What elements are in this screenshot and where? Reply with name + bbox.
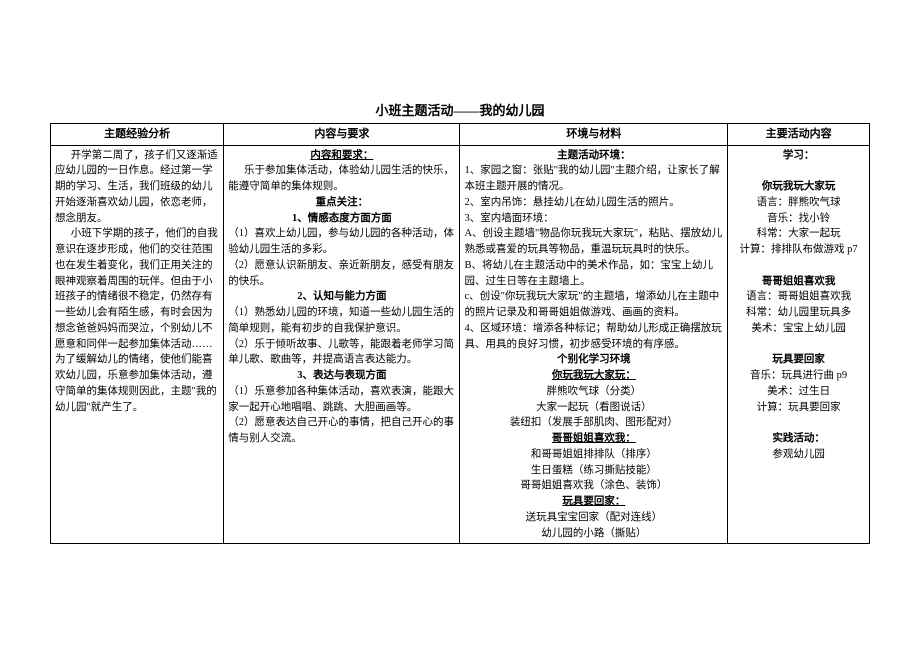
content-req: 乐于参加集体活动，体验幼儿园生活的快乐，能遵守简单的集体规则。 xyxy=(228,163,455,195)
env-g3-2: 幼儿园的小路（撕贴） xyxy=(464,526,723,542)
act-g1-title: 你玩我玩大家玩 xyxy=(732,179,865,195)
document-title: 小班主题活动——我的幼儿园 xyxy=(0,100,920,119)
content-head1: 内容和要求： xyxy=(228,148,455,164)
env-e3b: B、将幼儿在主题活动中的美术作品，如：宝宝上幼儿园、过生日等在主题墙上。 xyxy=(464,258,723,290)
env-g2-3: 哥哥姐姐喜欢我（涂色、装饰） xyxy=(464,478,723,494)
main-table: 主题经验分析 内容与要求 环境与材料 主要活动内容 开学第二周了，孩子们又逐渐适… xyxy=(50,123,870,544)
act-g1-3: 科常：大家一起玩 xyxy=(732,226,865,242)
content-head2: 重点关注： xyxy=(228,195,455,211)
cell-activities: 学习： 你玩我玩大家玩 语言：胖熊吹气球 音乐：找小铃 科常：大家一起玩 计算：… xyxy=(728,145,870,544)
header-col2: 内容与要求 xyxy=(224,124,460,146)
cell-environment: 主题活动环境： 1、家园之窗：张贴"我的幼儿园"主题介绍，让家长了解本班主题开展… xyxy=(460,145,728,544)
env-g2-2: 生日蛋糕（练习撕贴技能） xyxy=(464,463,723,479)
act-s2-1: 参观幼儿园 xyxy=(732,447,865,463)
env-g1-3: 装纽扣（发展手部肌肉、图形配对） xyxy=(464,415,723,431)
env-e3c: c、创设"你玩我玩大家玩"的主题墙，增添幼儿在主题中的照片记录及和哥哥姐姐做游戏… xyxy=(464,289,723,321)
content-s3-2: （2）愿意表达自己开心的事情，把自己开心的事情与别人交流。 xyxy=(228,415,455,447)
env-g2-1: 和哥哥姐姐排排队（排序） xyxy=(464,447,723,463)
act-g2-2: 科常：幼儿园里玩具多 xyxy=(732,305,865,321)
env-e4: 4、区域环境：增添各种标记；帮助幼儿形成正确摆放玩具、用具的良好习惯，初步感受环… xyxy=(464,321,723,353)
content-s1-title: 1、情感态度方面方面 xyxy=(228,211,455,227)
act-g3-2: 美术：过生日 xyxy=(732,384,865,400)
act-g1-1: 语言：胖熊吹气球 xyxy=(732,195,865,211)
content-s1-2: （2）愿意认识新朋友、亲近新朋友，感受有朋友的快乐。 xyxy=(228,258,455,290)
act-g1-2: 音乐：找小铃 xyxy=(732,211,865,227)
act-g1-4: 计算：排排队布做游戏 p7 xyxy=(732,242,865,258)
content-s3-1: （1）乐意参加各种集体活动，喜欢表演，能跟大家一起开心地唱唱、跳跳、大胆画画等。 xyxy=(228,384,455,416)
header-col3: 环境与材料 xyxy=(460,124,728,146)
analysis-p2: 小班下学期的孩子，他们的自我意识在逐步形成，他们的交往范围也在发生着变化，我们正… xyxy=(55,226,219,415)
act-s2-title: 实践活动： xyxy=(732,431,865,447)
env-head2: 个别化学习环境 xyxy=(464,352,723,368)
env-g1-title: 你玩我玩大家玩： xyxy=(464,368,723,384)
act-g2-1: 语言：哥哥姐姐喜欢我 xyxy=(732,289,865,305)
env-e1: 1、家园之窗：张贴"我的幼儿园"主题介绍，让家长了解本班主题开展的情况。 xyxy=(464,163,723,195)
env-e3: 3、室内墙面环境： xyxy=(464,211,723,227)
content-s1-1: （1）喜欢上幼儿园，参与幼儿园的各种活动，体验幼儿园生活的多彩。 xyxy=(228,226,455,258)
act-g3-title: 玩具要回家 xyxy=(732,352,865,368)
env-g3-title: 玩具要回家： xyxy=(464,494,723,510)
act-g3-3: 计算：玩具要回家 xyxy=(732,400,865,416)
content-s2-1: （1）熟悉幼儿园的环境，知道一些幼儿园生活的简单规则，能有初步的自我保护意识。 xyxy=(228,305,455,337)
content-s2-title: 2、认知与能力方面 xyxy=(228,289,455,305)
cell-analysis: 开学第二周了，孩子们又逐渐适应幼儿园的一日作息。经过第一学期的学习、生活，我们班… xyxy=(51,145,224,544)
header-col4: 主要活动内容 xyxy=(728,124,870,146)
content-s3-title: 3、表达与表现方面 xyxy=(228,368,455,384)
content-s2-2: （2）乐于倾听故事、儿歌等，能跟着老师学习简单儿歌、歌曲等，并提高语言表达能力。 xyxy=(228,337,455,369)
analysis-p1: 开学第二周了，孩子们又逐渐适应幼儿园的一日作息。经过第一学期的学习、生活，我们班… xyxy=(55,148,219,227)
act-g2-title: 哥哥姐姐喜欢我 xyxy=(732,274,865,290)
env-head1: 主题活动环境： xyxy=(464,148,723,164)
env-g1-1: 胖熊吹气球（分类） xyxy=(464,384,723,400)
env-e3a: A、创设主题墙"物品你玩我玩大家玩"，粘贴、摆放幼儿熟悉或喜爱的玩具等物品，重温… xyxy=(464,226,723,258)
act-s1-title: 学习： xyxy=(732,148,865,164)
cell-content: 内容和要求： 乐于参加集体活动，体验幼儿园生活的快乐，能遵守简单的集体规则。 重… xyxy=(224,145,460,544)
env-g3-1: 送玩具宝宝回家（配对连线） xyxy=(464,510,723,526)
header-col1: 主题经验分析 xyxy=(51,124,224,146)
act-g3-1: 音乐：玩具进行曲 p9 xyxy=(732,368,865,384)
act-g2-3: 美术：宝宝上幼儿园 xyxy=(732,321,865,337)
env-e2: 2、室内吊饰：悬挂幼儿在幼儿园生活的照片。 xyxy=(464,195,723,211)
env-g1-2: 大家一起玩（看图说话） xyxy=(464,400,723,416)
env-g2-title: 哥哥姐姐喜欢我： xyxy=(464,431,723,447)
